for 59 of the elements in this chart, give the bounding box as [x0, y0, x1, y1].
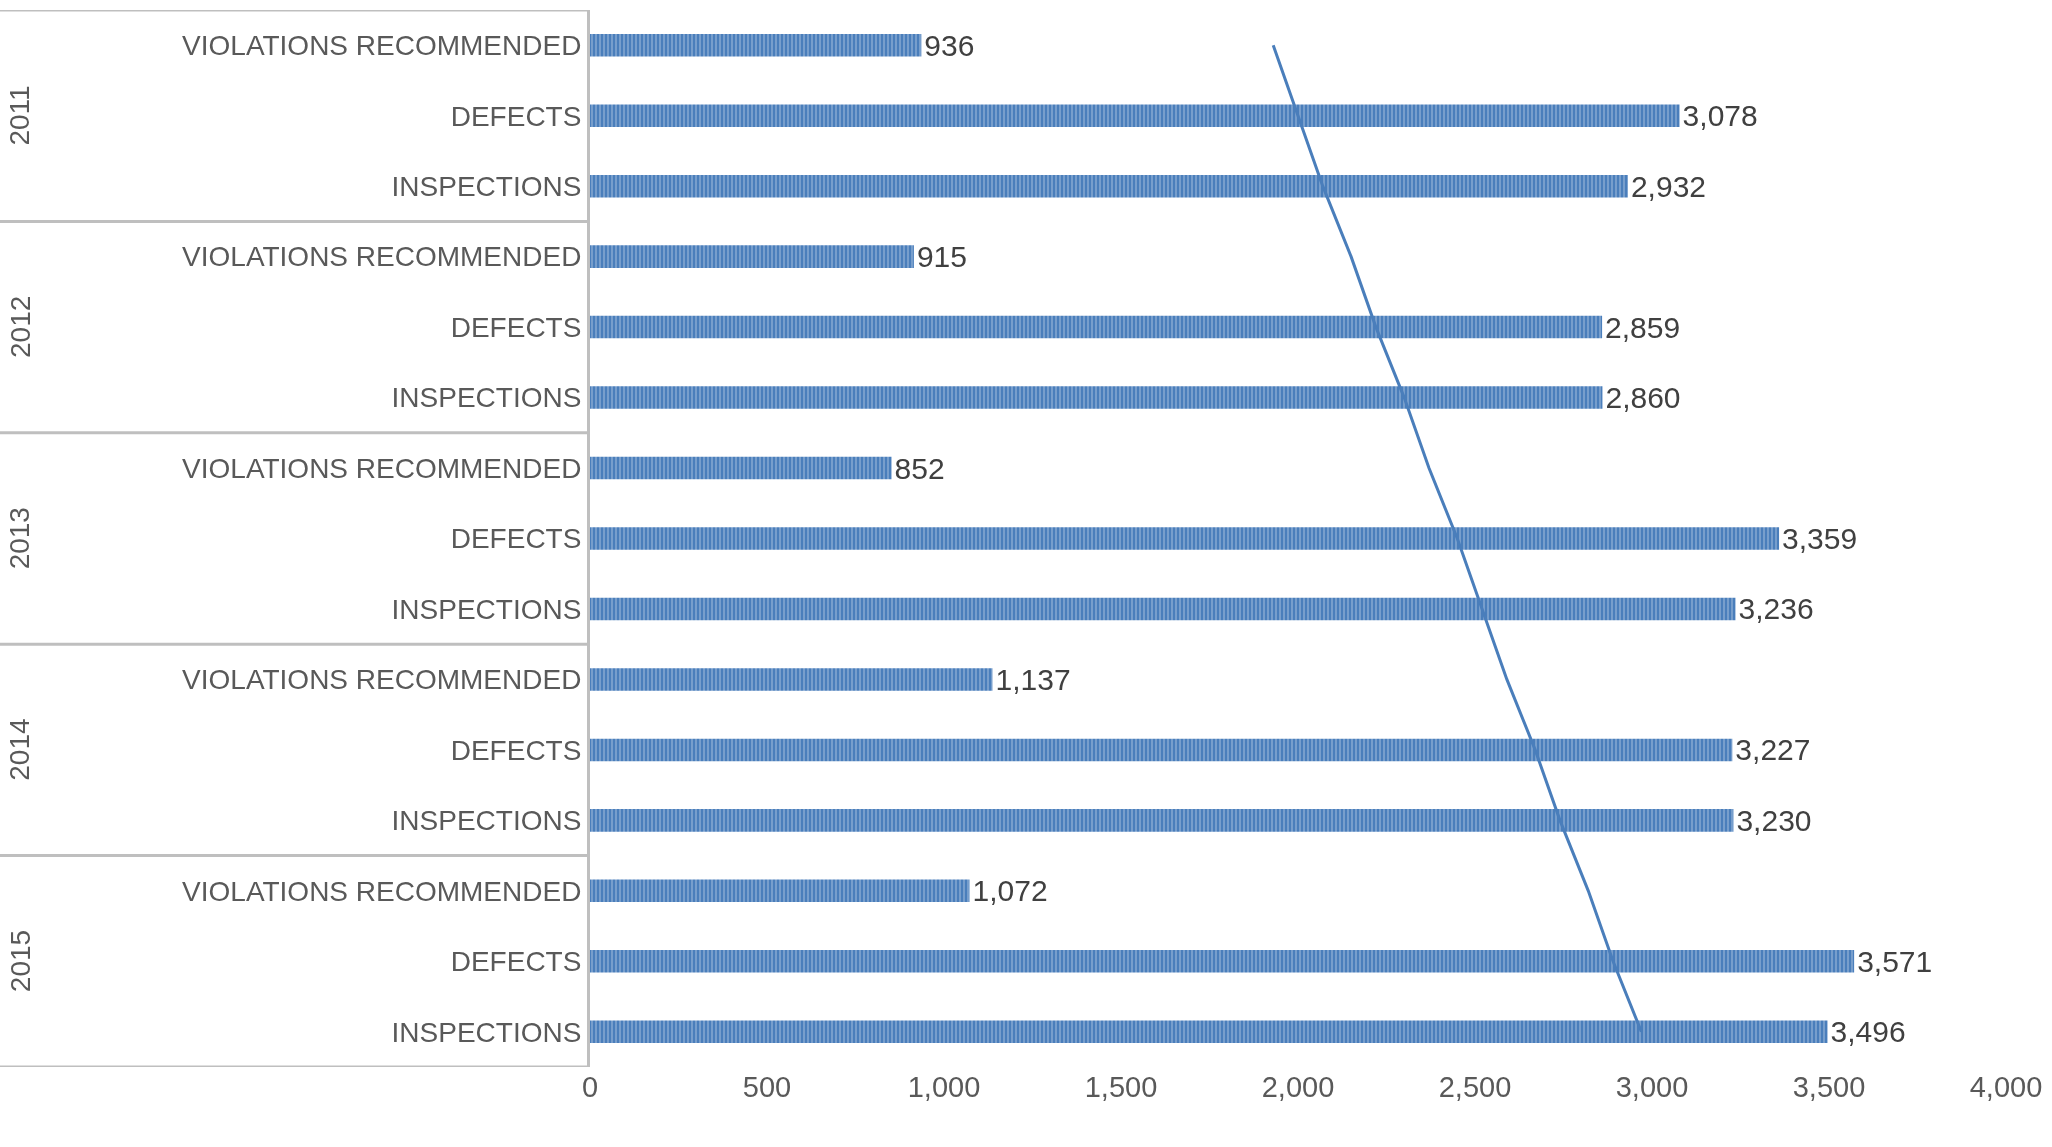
bar: [590, 1020, 1828, 1044]
x-tick-label: 4,000: [1969, 1071, 2043, 1103]
x-tick-label: 500: [742, 1071, 792, 1103]
data-label: 915: [916, 240, 967, 274]
bar: [590, 174, 1628, 198]
text: 2012: [4, 295, 36, 358]
y-tick-label: INSPECTIONS: [391, 382, 582, 414]
y-tick-label: VIOLATIONS RECOMMENDED: [182, 875, 582, 907]
y-tick-label: VIOLATIONS RECOMMENDED: [182, 241, 582, 273]
bar: [590, 668, 993, 691]
x-tick-label: 1,000: [907, 1071, 981, 1103]
data-label: 1,137: [995, 662, 1071, 696]
data-label: 852: [894, 451, 945, 485]
bar: [590, 33, 922, 57]
y-tick-label: DEFECTS: [450, 100, 582, 132]
y-tick-label: DEFECTS: [450, 523, 582, 555]
bar: [590, 527, 1780, 550]
text: 2015: [4, 929, 36, 993]
y-tick-label: DEFECTS: [450, 311, 582, 343]
bar: [590, 879, 970, 903]
bar: [590, 738, 1733, 762]
bar: [590, 315, 1603, 339]
y-tick-label: DEFECTS: [450, 734, 582, 766]
data-label: 3,230: [1736, 803, 1812, 837]
bar: [590, 245, 914, 268]
bar: [590, 809, 1734, 832]
data-label: 3,236: [1738, 592, 1814, 626]
y-tick-label: VIOLATIONS RECOMMENDED: [182, 30, 582, 62]
data-label: 2,859: [1605, 310, 1681, 344]
data-label: 1,072: [972, 874, 1048, 908]
data-label: 2,932: [1630, 169, 1707, 203]
data-label: 936: [924, 28, 975, 62]
bar: [590, 950, 1855, 973]
bar: [590, 456, 892, 480]
data-label: 3,571: [1857, 944, 1933, 978]
y-tick-label: VIOLATIONS RECOMMENDED: [182, 664, 582, 696]
data-label: 3,496: [1830, 1015, 1906, 1049]
text: 2014: [3, 718, 35, 781]
x-tick-label: 2,500: [1438, 1071, 1512, 1103]
x-tick-label: 3,500: [1792, 1071, 1866, 1103]
data-label: 3,078: [1682, 99, 1758, 133]
text: 2011: [4, 85, 36, 146]
text: 2013: [4, 507, 36, 570]
y-tick-label: INSPECTIONS: [391, 593, 582, 625]
y-tick-label: DEFECTS: [450, 946, 582, 978]
y-tick-label: INSPECTIONS: [391, 170, 582, 202]
y-tick-label: INSPECTIONS: [391, 805, 582, 837]
data-label: 2,860: [1605, 381, 1681, 415]
bar: [590, 104, 1680, 127]
y-tick-label: VIOLATIONS RECOMMENDED: [182, 452, 582, 484]
bar: [590, 386, 1603, 409]
data-label: 3,359: [1782, 522, 1858, 555]
x-tick-label: 2,000: [1261, 1071, 1335, 1103]
y-tick-label: INSPECTIONS: [391, 1016, 582, 1048]
x-tick-label: 1,500: [1084, 1071, 1158, 1103]
data-label: 3,227: [1735, 733, 1811, 767]
x-tick-label: 3,000: [1615, 1071, 1689, 1103]
x-tick-label: 0: [581, 1071, 599, 1103]
bar: [590, 597, 1736, 621]
